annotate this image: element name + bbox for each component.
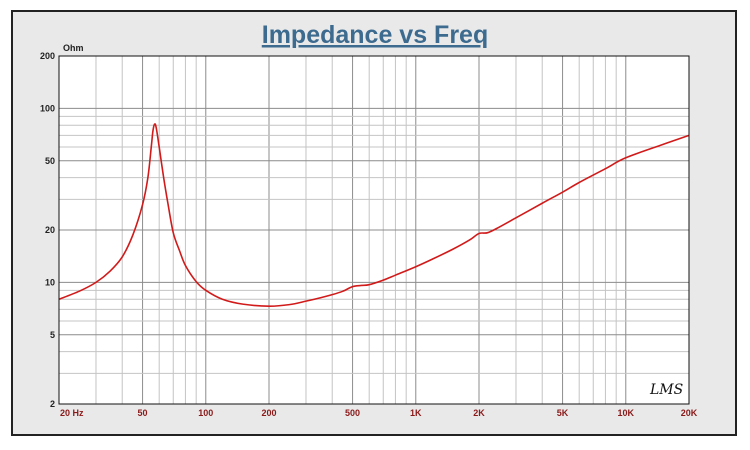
impedance-curve xyxy=(58,123,690,307)
y-tick-label: 10 xyxy=(45,277,55,287)
y-tick-label: 2 xyxy=(50,399,55,409)
y-tick-label: 100 xyxy=(40,103,55,113)
x-tick-label: 20K xyxy=(681,408,698,418)
y-axis-unit-label: Ohm xyxy=(63,43,84,53)
x-tick-label: 1K xyxy=(410,408,422,418)
grid-lines xyxy=(58,55,690,405)
lms-signature-logo: LMS xyxy=(649,382,683,398)
x-tick-label: 100 xyxy=(198,408,213,418)
y-tick-label: 200 xyxy=(40,51,55,61)
y-tick-label: 20 xyxy=(45,225,55,235)
x-tick-label: 500 xyxy=(345,408,360,418)
x-tick-label: 5K xyxy=(557,408,569,418)
x-tick-label: 50 xyxy=(138,408,148,418)
x-axis-ticks: 20 Hz 50 100 200 500 1K 2K 5K 10K 20K xyxy=(60,408,698,418)
x-tick-label: 10K xyxy=(618,408,635,418)
y-tick-label: 5 xyxy=(50,330,55,340)
x-tick-label: 200 xyxy=(261,408,276,418)
x-tick-label: 20 Hz xyxy=(60,408,84,418)
x-tick-label: 2K xyxy=(473,408,485,418)
plot-border xyxy=(58,55,690,405)
y-tick-label: 50 xyxy=(45,156,55,166)
y-axis-ticks: 200 100 50 20 10 5 2 xyxy=(40,51,55,409)
chart-title: Impedance vs Freq xyxy=(262,21,488,49)
